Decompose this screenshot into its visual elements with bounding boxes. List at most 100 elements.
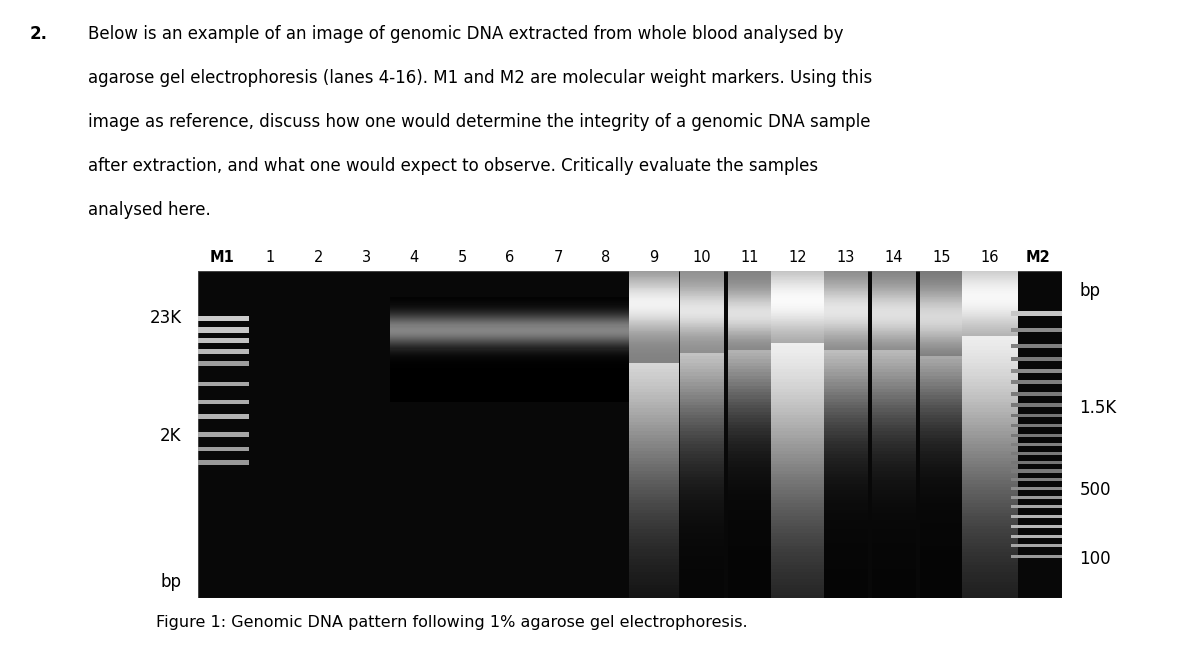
Bar — [872, 556, 916, 559]
Bar — [962, 578, 1018, 582]
Bar — [728, 280, 772, 281]
Bar — [919, 278, 964, 281]
Bar — [962, 484, 1018, 487]
Bar — [629, 303, 679, 304]
Bar — [438, 299, 486, 300]
Bar — [872, 280, 916, 281]
Bar — [629, 272, 679, 273]
Bar — [919, 274, 964, 278]
Bar — [824, 382, 868, 385]
Bar — [629, 357, 679, 358]
Bar — [680, 305, 724, 306]
Bar — [772, 533, 824, 536]
Bar — [629, 467, 679, 471]
Bar — [824, 335, 868, 336]
Bar — [772, 342, 824, 343]
Bar — [772, 290, 824, 291]
Bar — [1012, 496, 1064, 499]
Bar — [582, 337, 630, 338]
Bar — [629, 350, 679, 353]
Bar — [629, 281, 679, 282]
Bar — [728, 543, 772, 546]
Bar — [919, 402, 964, 405]
Bar — [728, 412, 772, 415]
Bar — [680, 575, 724, 578]
Bar — [390, 399, 438, 400]
Bar — [728, 432, 772, 435]
Bar — [872, 415, 916, 418]
Bar — [390, 353, 438, 354]
Bar — [1012, 344, 1064, 348]
Bar — [962, 336, 1018, 340]
Bar — [962, 301, 1018, 304]
Bar — [772, 503, 824, 506]
Bar — [824, 474, 868, 477]
Bar — [728, 389, 772, 392]
Bar — [919, 418, 964, 422]
Bar — [438, 384, 486, 385]
Bar — [629, 301, 679, 302]
Bar — [728, 588, 772, 592]
Bar — [680, 327, 724, 329]
Bar — [919, 422, 964, 425]
Bar — [534, 346, 582, 348]
Bar — [438, 317, 486, 318]
Bar — [772, 549, 824, 553]
Bar — [486, 381, 534, 382]
Bar — [582, 328, 630, 329]
Bar — [390, 330, 438, 332]
Bar — [680, 379, 724, 382]
Bar — [680, 317, 724, 320]
Bar — [629, 343, 679, 346]
Bar — [680, 344, 724, 346]
Bar — [390, 386, 438, 387]
Bar — [534, 319, 582, 320]
Bar — [824, 336, 868, 340]
Bar — [486, 327, 534, 328]
Bar — [824, 379, 868, 382]
Bar — [824, 313, 868, 314]
Bar — [390, 315, 438, 316]
Bar — [824, 494, 868, 497]
Bar — [728, 271, 772, 272]
Bar — [772, 293, 824, 294]
Text: bp: bp — [161, 573, 181, 591]
Bar — [196, 460, 248, 465]
Bar — [824, 288, 868, 289]
Bar — [824, 422, 868, 425]
Bar — [919, 366, 964, 369]
Bar — [919, 291, 964, 292]
Bar — [680, 303, 724, 304]
Bar — [919, 309, 964, 310]
Bar — [962, 497, 1018, 500]
Bar — [872, 563, 916, 566]
Bar — [728, 375, 772, 379]
Bar — [629, 563, 679, 566]
Bar — [1012, 443, 1064, 446]
Bar — [772, 285, 824, 286]
Bar — [582, 383, 630, 384]
Bar — [824, 312, 868, 313]
Bar — [438, 346, 486, 348]
Bar — [919, 327, 964, 330]
Bar — [962, 516, 1018, 520]
Bar — [872, 279, 916, 280]
Bar — [486, 397, 534, 398]
Bar — [772, 332, 824, 333]
Bar — [629, 578, 679, 582]
Bar — [919, 271, 964, 274]
Bar — [728, 360, 772, 363]
Bar — [772, 316, 824, 317]
Bar — [919, 336, 964, 337]
Bar — [534, 383, 582, 384]
Bar — [390, 325, 438, 327]
Bar — [629, 292, 679, 293]
Bar — [962, 457, 1018, 461]
Bar — [872, 281, 916, 284]
Bar — [962, 405, 1018, 408]
Bar — [680, 337, 724, 338]
Bar — [390, 350, 438, 352]
Bar — [486, 310, 534, 311]
Bar — [728, 338, 772, 339]
Bar — [824, 305, 868, 306]
